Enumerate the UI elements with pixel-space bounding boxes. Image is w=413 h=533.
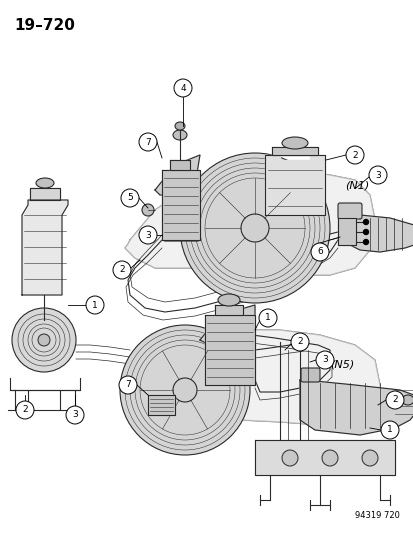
Polygon shape — [299, 380, 413, 435]
Circle shape — [368, 166, 386, 184]
Text: 2: 2 — [297, 337, 302, 346]
Circle shape — [139, 226, 157, 244]
Text: 3: 3 — [72, 410, 78, 419]
Polygon shape — [125, 330, 379, 425]
Circle shape — [385, 391, 403, 409]
Polygon shape — [30, 188, 60, 200]
Polygon shape — [161, 170, 199, 240]
Circle shape — [321, 450, 337, 466]
Ellipse shape — [142, 204, 154, 216]
Ellipse shape — [175, 122, 185, 130]
Polygon shape — [170, 160, 190, 170]
Polygon shape — [271, 147, 317, 155]
Text: 5: 5 — [127, 193, 133, 203]
Circle shape — [345, 146, 363, 164]
Text: 1: 1 — [386, 425, 392, 434]
Circle shape — [363, 239, 368, 245]
Polygon shape — [254, 440, 394, 475]
Circle shape — [121, 189, 139, 207]
FancyBboxPatch shape — [337, 203, 361, 219]
Text: (N5): (N5) — [329, 360, 354, 370]
Text: 3: 3 — [145, 230, 150, 239]
Circle shape — [139, 133, 157, 151]
Text: 4: 4 — [180, 84, 185, 93]
Text: 2: 2 — [351, 150, 357, 159]
Circle shape — [173, 378, 197, 402]
Text: 94319 720: 94319 720 — [354, 511, 399, 520]
Circle shape — [310, 243, 328, 261]
Polygon shape — [199, 305, 254, 348]
Ellipse shape — [401, 395, 413, 405]
Circle shape — [173, 79, 192, 97]
Circle shape — [16, 401, 34, 419]
Circle shape — [380, 421, 398, 439]
Circle shape — [113, 261, 131, 279]
Polygon shape — [147, 395, 175, 415]
Polygon shape — [22, 200, 68, 295]
Circle shape — [361, 450, 377, 466]
FancyBboxPatch shape — [300, 368, 319, 382]
Text: 1: 1 — [264, 313, 270, 322]
Polygon shape — [339, 215, 413, 252]
Circle shape — [38, 334, 50, 346]
Text: 3: 3 — [374, 171, 380, 180]
Circle shape — [119, 376, 137, 394]
Polygon shape — [154, 155, 199, 195]
Circle shape — [259, 309, 276, 327]
Text: 7: 7 — [125, 381, 131, 390]
Text: 2: 2 — [391, 395, 397, 405]
Circle shape — [315, 351, 333, 369]
Circle shape — [240, 214, 268, 242]
Circle shape — [120, 325, 249, 455]
Text: 6: 6 — [316, 247, 322, 256]
Text: 2: 2 — [119, 265, 124, 274]
Circle shape — [86, 296, 104, 314]
Text: (N1): (N1) — [344, 180, 368, 190]
Text: 1: 1 — [92, 301, 97, 310]
Circle shape — [363, 230, 368, 235]
Circle shape — [66, 406, 84, 424]
Ellipse shape — [36, 178, 54, 188]
Polygon shape — [204, 315, 254, 385]
Text: 2: 2 — [22, 406, 28, 415]
Circle shape — [290, 333, 308, 351]
Ellipse shape — [218, 294, 240, 306]
Polygon shape — [125, 168, 374, 275]
Text: 3: 3 — [321, 356, 327, 365]
Circle shape — [363, 220, 368, 224]
Circle shape — [281, 450, 297, 466]
Polygon shape — [264, 155, 324, 215]
Circle shape — [12, 308, 76, 372]
Circle shape — [180, 153, 329, 303]
Ellipse shape — [281, 137, 307, 149]
Text: 19–720: 19–720 — [14, 18, 75, 33]
Text: 7: 7 — [145, 138, 150, 147]
Polygon shape — [214, 305, 242, 315]
Polygon shape — [337, 218, 355, 245]
Ellipse shape — [173, 130, 187, 140]
